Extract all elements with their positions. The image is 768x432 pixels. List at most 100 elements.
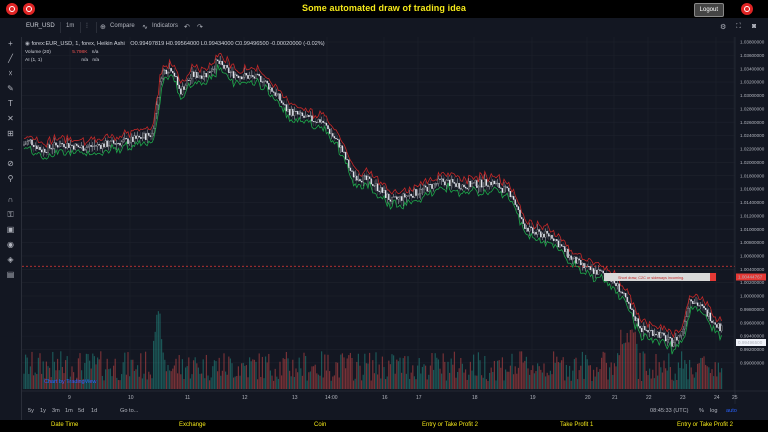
volume-bar bbox=[610, 362, 612, 389]
eye-icon[interactable]: ◉ bbox=[25, 41, 30, 47]
price-chart[interactable]: Short draw, C2C or sideways incoming. 1.… bbox=[22, 37, 768, 404]
gear-icon[interactable]: ⚙ bbox=[720, 24, 727, 31]
candle-body bbox=[36, 145, 38, 150]
magnet-icon[interactable]: ∩ bbox=[7, 195, 14, 204]
candle-body bbox=[66, 143, 68, 149]
volume-bar bbox=[221, 370, 223, 389]
lock-drawings-icon[interactable]: ⚿ bbox=[7, 210, 14, 219]
candle-body bbox=[61, 143, 64, 145]
goto-button[interactable]: Go to... bbox=[120, 408, 139, 414]
candle-body bbox=[562, 245, 564, 247]
chart-style-icon[interactable]: ⫶ bbox=[86, 23, 88, 30]
candle-body bbox=[71, 144, 73, 146]
candle-body bbox=[76, 143, 78, 146]
interval-button[interactable]: 1m bbox=[66, 23, 75, 29]
volume-bar bbox=[39, 353, 41, 389]
volume-bar bbox=[645, 370, 647, 389]
crosshair-icon[interactable]: + bbox=[8, 39, 13, 48]
price-tick-label: 1.03600000 bbox=[740, 53, 765, 58]
volume-bar bbox=[538, 366, 540, 389]
volume-bar bbox=[404, 356, 406, 389]
candle-body bbox=[424, 185, 427, 188]
arrow-left-icon[interactable]: ← bbox=[6, 144, 15, 153]
volume-bar bbox=[276, 376, 278, 389]
price-tick-label: 0.99200000 bbox=[740, 347, 765, 352]
logout-button[interactable]: Logout bbox=[693, 3, 724, 17]
settings-icon[interactable] bbox=[23, 3, 35, 15]
candle-body bbox=[360, 180, 363, 183]
auto-toggle[interactable]: auto bbox=[726, 408, 737, 414]
compare-icon[interactable]: ⊕ bbox=[100, 24, 106, 31]
timeframe-3m[interactable]: 3m bbox=[52, 408, 60, 414]
layers-icon[interactable]: ◈ bbox=[7, 255, 14, 264]
text-icon[interactable]: T bbox=[8, 99, 13, 108]
volume-bar bbox=[28, 373, 30, 389]
symbol-input[interactable]: EUR_USD bbox=[26, 23, 55, 29]
forecast-icon[interactable]: ⊞ bbox=[7, 129, 14, 138]
volume-bar bbox=[266, 362, 268, 389]
trend-line-icon[interactable]: ╱ bbox=[8, 54, 13, 63]
candle-body bbox=[696, 302, 699, 306]
volume-bar bbox=[257, 379, 259, 389]
timeframe-1m[interactable]: 1m bbox=[65, 408, 73, 414]
candle-body bbox=[216, 59, 219, 62]
volume-bar bbox=[708, 367, 710, 389]
footer-exchange: Exchange bbox=[179, 422, 206, 428]
candle-body bbox=[23, 144, 25, 146]
camera-icon[interactable]: ◙ bbox=[752, 23, 757, 30]
timeframe-5d[interactable]: 5d bbox=[78, 408, 85, 414]
lock-icon[interactable]: ▣ bbox=[6, 225, 15, 234]
indicators-icon[interactable]: ∿ bbox=[142, 24, 148, 31]
date-tick-label: 14:00 bbox=[325, 395, 338, 401]
volume-bar bbox=[385, 379, 387, 389]
candle-body bbox=[152, 128, 155, 134]
fullscreen-icon[interactable]: ⛶ bbox=[736, 23, 741, 30]
candle-body bbox=[125, 138, 128, 140]
log-toggle[interactable]: log bbox=[710, 408, 718, 414]
volume-bar bbox=[157, 311, 159, 389]
volume-bar bbox=[253, 359, 255, 389]
tradingview-watermark[interactable]: Chart by TradingView bbox=[44, 379, 97, 385]
volume-bar bbox=[135, 369, 137, 389]
candle-body bbox=[524, 223, 526, 229]
candle-body bbox=[378, 190, 380, 193]
candle-body bbox=[396, 196, 398, 200]
price-tick-label: 1.02200000 bbox=[740, 147, 765, 152]
candle-body bbox=[692, 301, 694, 304]
menu-icon[interactable] bbox=[6, 3, 18, 15]
candle-body bbox=[584, 266, 587, 269]
volume-bar bbox=[717, 362, 719, 389]
volume-bar bbox=[503, 380, 505, 389]
trash-icon[interactable]: ▤ bbox=[6, 270, 15, 279]
user-icon[interactable] bbox=[741, 3, 753, 15]
hide-icon[interactable]: ◉ bbox=[7, 240, 14, 249]
volume-bar bbox=[306, 380, 308, 389]
price-tick-label: 1.00600000 bbox=[740, 254, 765, 259]
zoom-icon[interactable]: ⚲ bbox=[7, 174, 14, 183]
candle-body bbox=[103, 143, 105, 148]
volume-bar bbox=[361, 380, 363, 389]
volume-bar bbox=[476, 375, 478, 389]
measure-icon[interactable]: ⊘ bbox=[7, 159, 14, 168]
volume-bar bbox=[522, 362, 524, 389]
candle-body bbox=[632, 309, 635, 317]
timeframe-1d[interactable]: 1d bbox=[91, 408, 98, 414]
redo-icon[interactable]: ↷ bbox=[197, 24, 203, 31]
volume-bar bbox=[69, 376, 71, 389]
fib-icon[interactable]: ☓ bbox=[8, 69, 13, 78]
candle-body bbox=[314, 121, 316, 123]
compare-button[interactable]: Compare bbox=[110, 23, 135, 29]
volume-bar bbox=[468, 374, 470, 389]
percent-toggle[interactable]: % bbox=[699, 408, 704, 414]
indicators-button[interactable]: Indicators bbox=[152, 23, 179, 29]
pattern-icon[interactable]: ✕ bbox=[7, 114, 14, 123]
timeframe-5y[interactable]: 5y bbox=[28, 408, 34, 414]
candle-body bbox=[637, 318, 640, 327]
candle-body bbox=[40, 149, 43, 153]
volume-bar bbox=[604, 352, 606, 389]
timeframe-1y[interactable]: 1y bbox=[40, 408, 46, 414]
undo-icon[interactable]: ↶ bbox=[184, 24, 190, 31]
annotation-box[interactable] bbox=[604, 273, 716, 281]
app-title: Some automated draw of trading idea bbox=[301, 3, 467, 13]
brush-icon[interactable]: ✎ bbox=[7, 84, 14, 93]
